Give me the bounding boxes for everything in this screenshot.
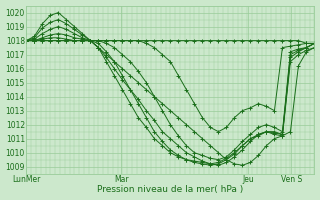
X-axis label: Pression niveau de la mer( hPa ): Pression niveau de la mer( hPa ): [97, 185, 244, 194]
